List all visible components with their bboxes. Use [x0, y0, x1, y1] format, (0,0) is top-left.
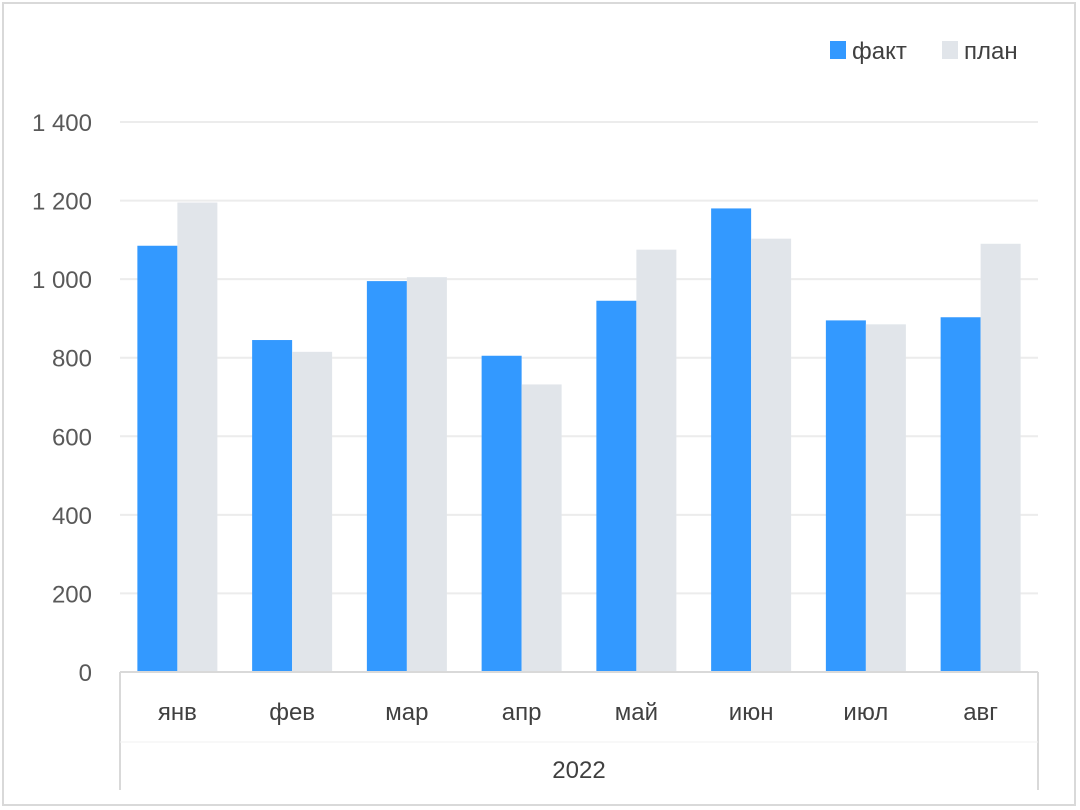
x-tick-label: фев [269, 699, 315, 726]
legend-label: факт [852, 38, 907, 65]
bar-fact [366, 281, 407, 672]
legend: факт план [830, 38, 1018, 65]
legend-swatch [830, 41, 846, 59]
x-group-label: 2022 [552, 757, 605, 784]
bar-plan [521, 384, 562, 672]
bar-plan [865, 324, 906, 672]
y-tick-label: 600 [52, 424, 92, 451]
bar-fact [825, 320, 866, 672]
x-tick-label: июл [843, 699, 888, 726]
x-axis: янв фев мар апр май июн июл авг 2022 [119, 671, 1039, 790]
y-tick-label: 0 [79, 660, 92, 687]
y-tick-label: 1 000 [32, 267, 92, 294]
bar-plan [751, 238, 792, 672]
legend-swatch [942, 41, 958, 59]
y-axis: 0 200 400 600 800 1 000 1 200 1 400 [32, 110, 92, 687]
y-tick-label: 400 [52, 503, 92, 530]
bar-plan [292, 351, 333, 672]
x-tick-label: мар [385, 699, 428, 726]
bar-fact [252, 340, 293, 672]
x-tick-label: май [615, 699, 658, 726]
bar-plan [177, 202, 218, 673]
x-tick-label: авг [963, 699, 998, 726]
bar-fact [711, 208, 752, 672]
y-tick-label: 200 [52, 581, 92, 608]
bars [137, 202, 1021, 673]
x-tick-label: июн [729, 699, 774, 726]
y-tick-label: 1 200 [32, 189, 92, 216]
y-tick-label: 1 400 [32, 110, 92, 137]
bar-fact [137, 245, 178, 672]
x-tick-label: апр [502, 699, 542, 726]
y-tick-label: 800 [52, 346, 92, 373]
bar-fact [940, 317, 981, 672]
bar-fact [481, 355, 522, 672]
bar-fact [596, 300, 637, 672]
legend-label: план [964, 38, 1018, 65]
bar-plan [980, 243, 1021, 673]
bar-plan [636, 249, 677, 672]
bar-plan [406, 277, 447, 672]
x-tick-label: янв [158, 699, 197, 726]
